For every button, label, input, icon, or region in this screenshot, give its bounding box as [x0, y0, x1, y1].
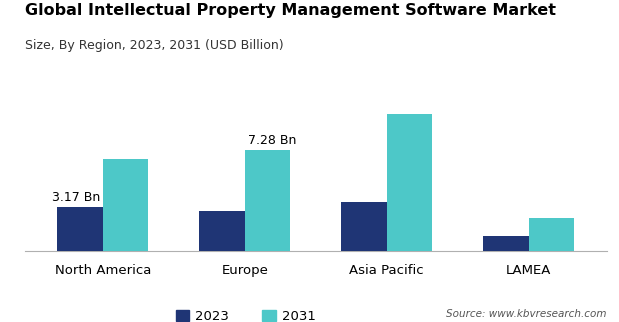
Bar [387, 114, 432, 251]
Bar [483, 236, 529, 251]
Legend: 2023, 2031: 2023, 2031 [170, 305, 321, 322]
Bar [103, 159, 148, 251]
Text: 3.17 Bn: 3.17 Bn [52, 191, 100, 204]
Bar [341, 202, 387, 251]
Text: Global Intellectual Property Management Software Market: Global Intellectual Property Management … [25, 3, 556, 18]
Text: Source: www.kbvresearch.com: Source: www.kbvresearch.com [446, 309, 607, 319]
Bar [245, 150, 290, 251]
Bar [199, 211, 245, 251]
Text: 7.28 Bn: 7.28 Bn [248, 134, 296, 147]
Text: Size, By Region, 2023, 2031 (USD Billion): Size, By Region, 2023, 2031 (USD Billion… [25, 39, 284, 52]
Bar [529, 218, 574, 251]
Bar [58, 207, 103, 251]
